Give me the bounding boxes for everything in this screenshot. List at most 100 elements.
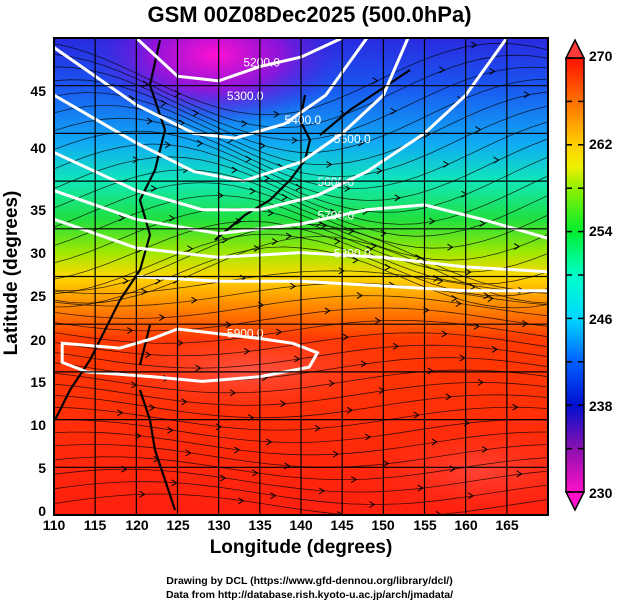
streamline-arrow [332, 450, 340, 458]
contour-label: 5300.0 [227, 89, 264, 103]
streamline-arrow [241, 120, 248, 127]
streamline-arrow [243, 347, 251, 355]
streamline-arrow [168, 214, 176, 222]
colorbar-tick-label: 270 [589, 48, 613, 64]
streamline-arrow [178, 119, 186, 127]
streamline-arrow [469, 283, 476, 291]
streamline-arrow [346, 406, 354, 414]
streamline-arrow [350, 476, 358, 483]
streamline-arrow [139, 490, 146, 498]
streamline-arrow [475, 126, 482, 134]
grid-lines [54, 38, 548, 515]
x-axis-label: Longitude (degrees) [209, 537, 393, 558]
streamline-arrow [417, 484, 424, 492]
streamline-arrow [467, 492, 475, 500]
streamline-arrow [195, 364, 202, 372]
streamline-arrow [181, 398, 188, 406]
streamline-arrow [439, 66, 446, 74]
streamline-arrow [437, 277, 444, 285]
streamline-arrow [231, 166, 238, 174]
colorbar-tick-label: 238 [589, 398, 613, 414]
y-tick-label: 35 [30, 202, 46, 218]
streamline-arrow [314, 424, 321, 432]
y-tick-label: 20 [30, 332, 46, 348]
plot-frame [53, 37, 549, 516]
y-tick-label: 25 [30, 288, 46, 304]
streamline-arrow [423, 306, 430, 314]
colorbar-tick-label: 262 [589, 136, 613, 152]
streamline-arrow [324, 307, 331, 315]
streamline-arrow [238, 497, 245, 505]
streamline-arrow [267, 209, 274, 217]
warm-region [360, 425, 548, 515]
streamline-arrow [171, 479, 178, 487]
streamline-arrow [366, 245, 373, 253]
coastline-taiwan [138, 324, 152, 366]
streamline-arrow [342, 333, 349, 341]
field-layer: 5200.0 5300.0 5400.0 5500.0 5600.0 5700.0 5800… [54, 38, 548, 515]
streamline-arrow [447, 243, 454, 251]
y-tick-label: 15 [30, 374, 46, 390]
streamline-arrow [338, 267, 345, 275]
streamline-arrow [145, 351, 152, 359]
streamline-arrow [461, 190, 468, 198]
streamline-arrow [270, 492, 277, 500]
streamline-arrow [376, 167, 383, 175]
streamline-arrow [431, 438, 438, 446]
streamline-arrow [229, 389, 237, 397]
streamline-arrow [471, 41, 478, 49]
streamline-arrow [275, 328, 283, 336]
x-tick-label: 130 [207, 517, 231, 533]
streamline-arrow [441, 330, 448, 338]
streamline-arrow [372, 77, 379, 85]
streamline-arrow [149, 404, 156, 411]
streamline-arrow [160, 99, 167, 107]
streamline-arrow [445, 393, 452, 401]
y-tick-label: 40 [30, 140, 46, 156]
warm-core [90, 325, 410, 415]
streamline-arrow [451, 295, 458, 302]
streamline-arrow [196, 139, 204, 147]
contour-line [54, 189, 548, 240]
credit-drawing: Drawing by DCL (https://www.gfd-dennou.o… [166, 575, 453, 587]
streamline-arrow [443, 160, 450, 168]
streamline-arrow [392, 342, 400, 350]
streamline-arrow [217, 192, 224, 199]
x-tick-label: 115 [83, 517, 107, 533]
x-tick-label: 135 [248, 517, 272, 533]
streamline-arrow [167, 426, 174, 434]
streamline-arrow [523, 91, 531, 99]
streamline-arrow [429, 217, 436, 225]
streamline-arrow [455, 300, 462, 308]
streamline-arrow [328, 379, 335, 387]
streamline-arrow [516, 470, 523, 478]
contour-label: 5600.0 [317, 175, 354, 189]
streamline-arrow [191, 296, 198, 304]
y-tick-label: 45 [30, 83, 46, 99]
contour-label: 5500.0 [334, 132, 371, 146]
x-tick-label: 145 [330, 517, 354, 533]
streamline-arrow [352, 256, 359, 264]
streamline-arrow [164, 141, 172, 149]
streamline-arrow [356, 292, 363, 300]
x-tick-label: 165 [495, 517, 519, 533]
streamline-arrow [253, 245, 260, 252]
x-tick-label: 155 [413, 517, 437, 533]
streamline-arrow [380, 229, 387, 237]
streamline-arrow [122, 277, 130, 285]
y-tick-label: 30 [30, 245, 46, 261]
x-tick-label: 125 [166, 517, 190, 533]
coastline-asia [54, 39, 167, 421]
streamline-arrow [360, 360, 368, 368]
contour-label: 5400.0 [285, 113, 322, 127]
colorbar-tick-label: 254 [589, 223, 613, 239]
streamline-arrow [394, 194, 401, 202]
y-tick-label: 5 [38, 460, 46, 476]
streamline-arrow [459, 354, 466, 362]
streamline-arrow [177, 339, 184, 347]
streamline-arrow [150, 185, 158, 192]
streamline-arrow [215, 423, 223, 431]
contour-label: 5900.0 [227, 327, 264, 341]
streamline-arrow [233, 446, 241, 454]
